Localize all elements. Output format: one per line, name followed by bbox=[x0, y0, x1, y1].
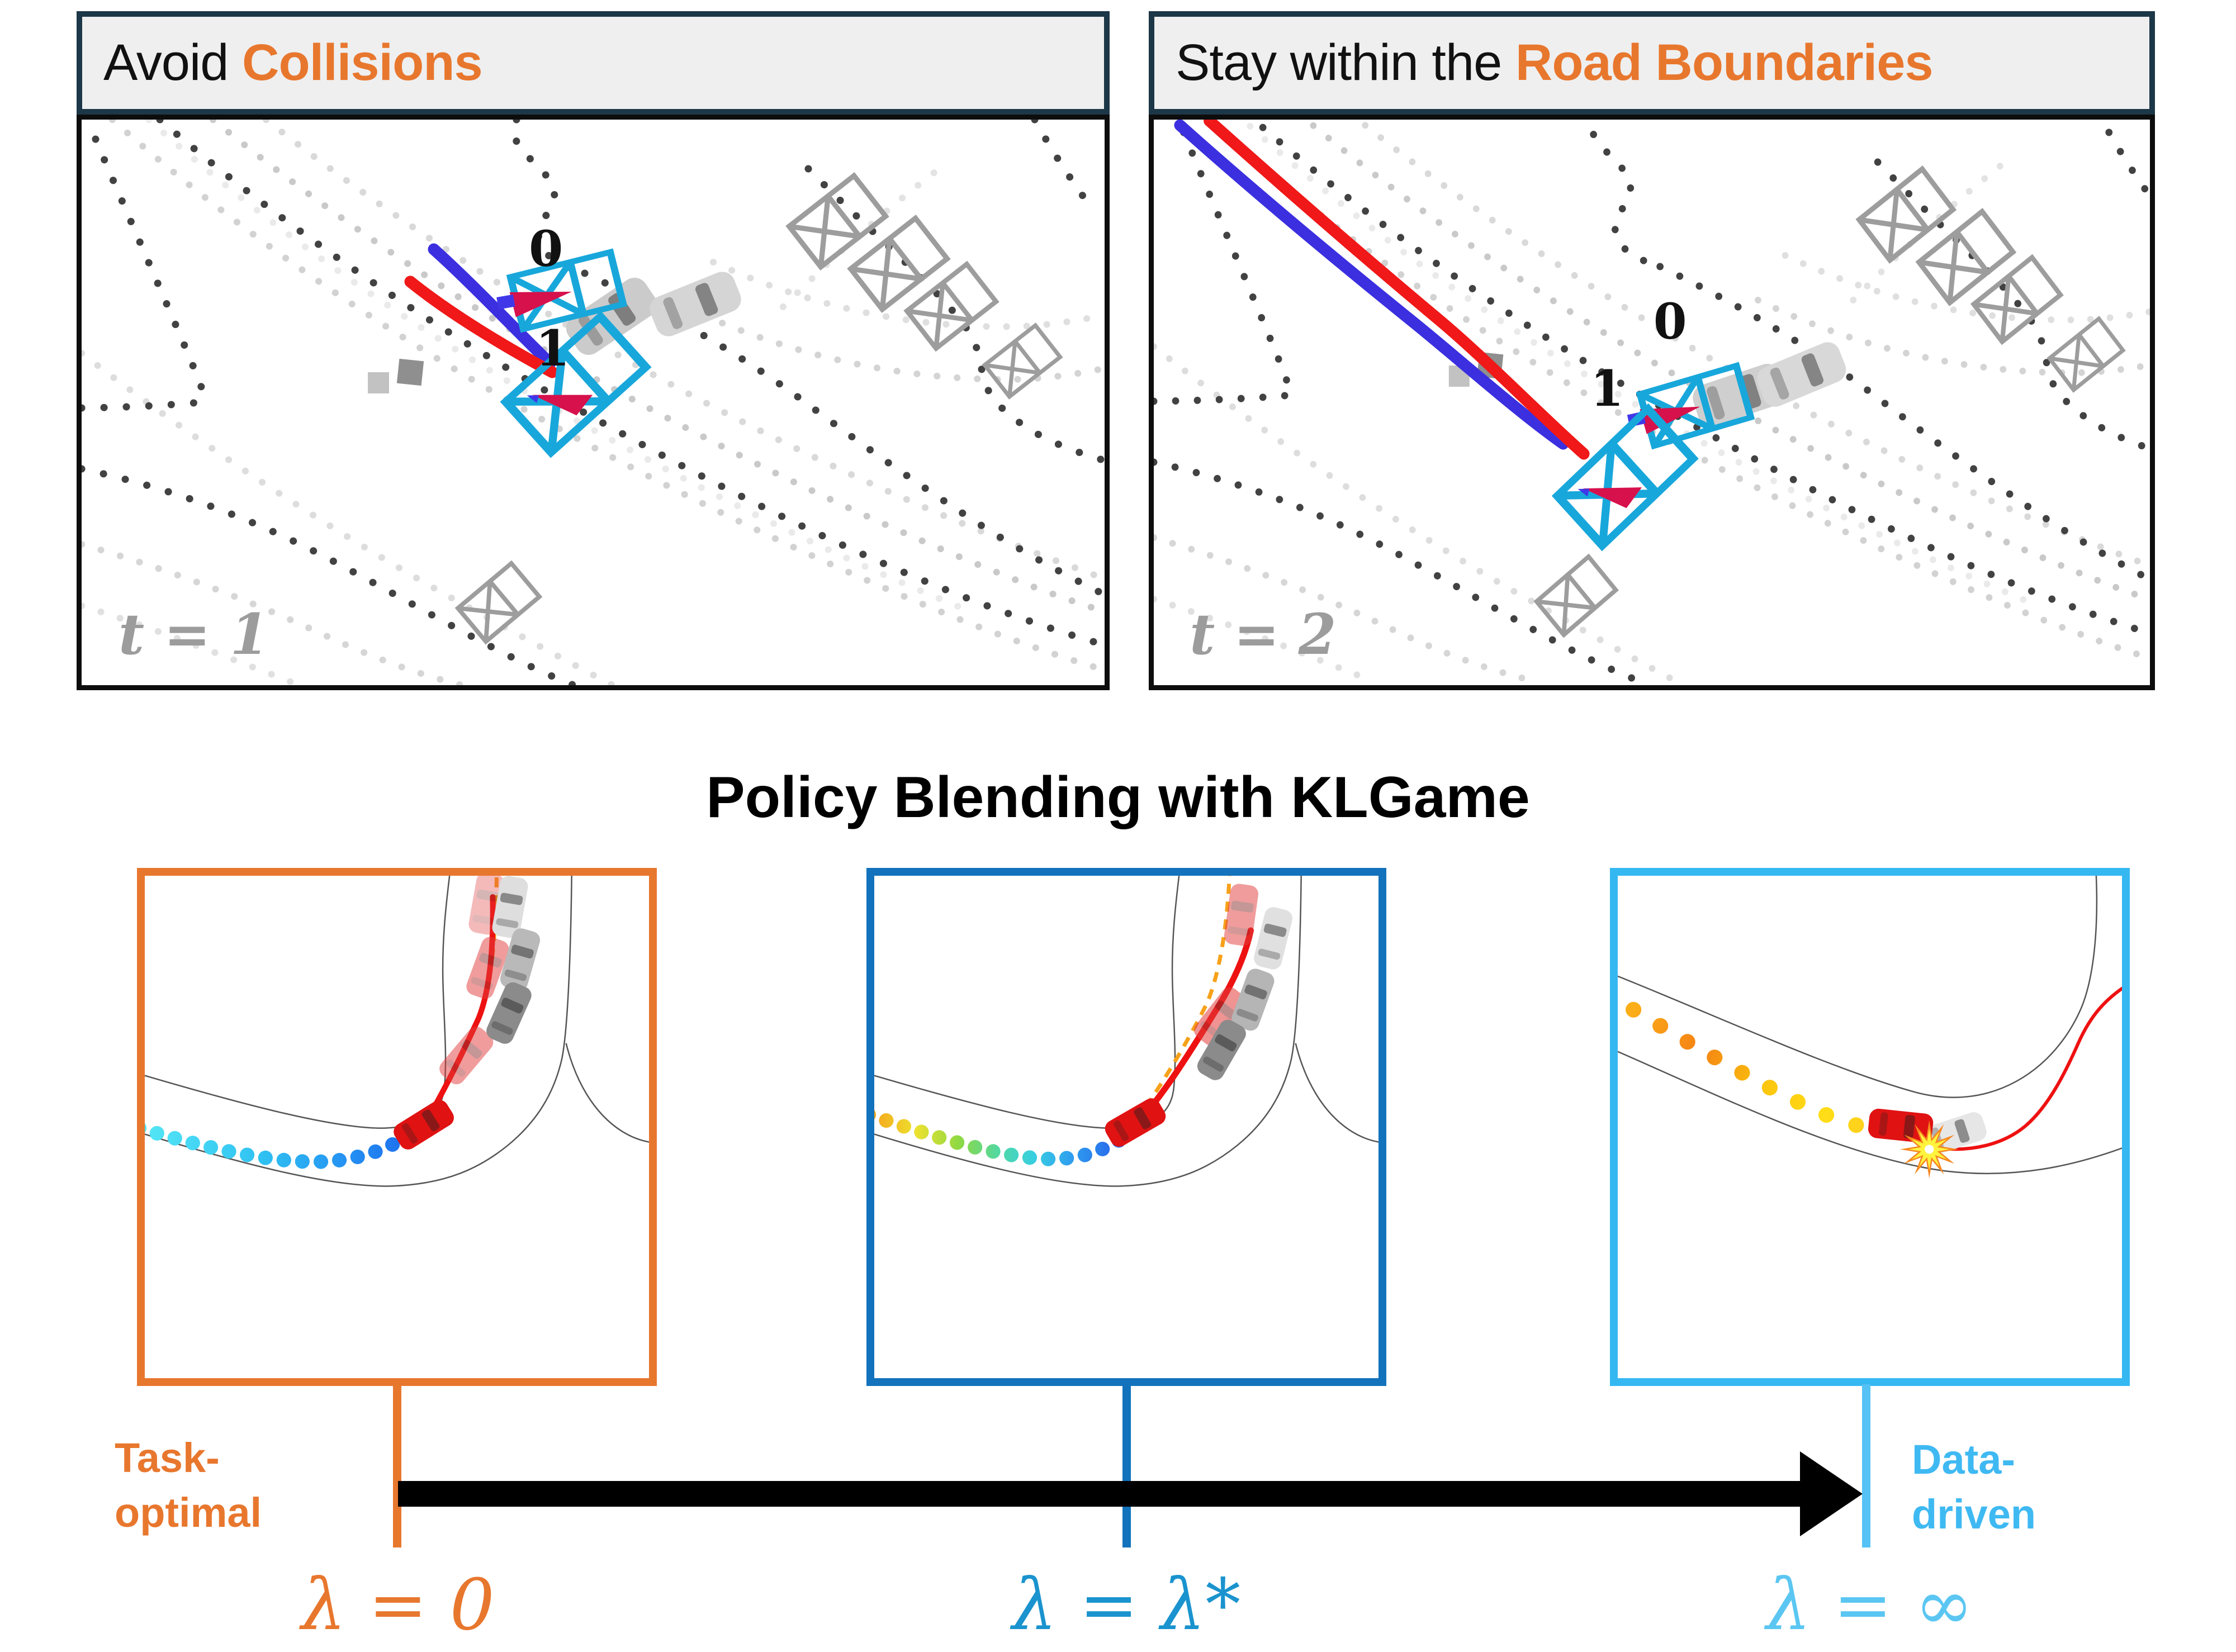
axis-label-line: driven bbox=[1912, 1490, 2036, 1537]
axis-label-line: optimal bbox=[115, 1489, 262, 1536]
header-highlight: Road Boundaries bbox=[1515, 34, 1934, 91]
agent-1-box bbox=[505, 316, 646, 453]
lambda-axis-tick-data-driven bbox=[1862, 1384, 1870, 1547]
reference-dashed-orange bbox=[1134, 876, 1231, 1123]
ego-car-red bbox=[1102, 1095, 1169, 1150]
plan-line-red bbox=[1930, 986, 2122, 1151]
blend-panel-blended bbox=[866, 868, 1386, 1386]
blend-scene-data-driven bbox=[1618, 876, 2122, 1179]
panel-avoid-collisions-header: Avoid Collisions bbox=[77, 11, 1110, 115]
header-prefix: Stay within the bbox=[1176, 34, 1515, 91]
ego-car-red bbox=[390, 1096, 457, 1153]
prediction-line-red bbox=[1204, 120, 1590, 460]
prediction-line-red bbox=[404, 276, 558, 378]
map-background bbox=[1154, 120, 2150, 682]
road-boundaries bbox=[1618, 876, 2122, 1175]
history-dots-cool bbox=[145, 1121, 426, 1169]
axis-label-line: Data- bbox=[1912, 1436, 2016, 1483]
lambda-value-zero: λ = 0 bbox=[301, 1564, 495, 1646]
collision-burst-icon bbox=[1900, 1120, 1959, 1179]
lambda-axis-arrow-head bbox=[1800, 1451, 1863, 1536]
traffic-scene-svg-t2: 0 1 t = 2 bbox=[1154, 120, 2150, 682]
panel-avoid-collisions: Avoid Collisions bbox=[77, 11, 1110, 690]
map-block bbox=[368, 372, 389, 393]
panel-road-boundaries-header: Stay within the Road Boundaries bbox=[1149, 11, 2155, 115]
agent-0-label: 0 bbox=[529, 220, 563, 278]
panel-road-boundaries: Stay within the Road Boundaries bbox=[1149, 11, 2155, 690]
lambda-value-infinity: λ = ∞ bbox=[1766, 1564, 1974, 1646]
prediction-line-blue bbox=[1174, 120, 1569, 450]
blend-panel-task-optimal bbox=[137, 868, 657, 1386]
lambda-axis-tick-task-optimal bbox=[393, 1384, 401, 1547]
axis-label-line: Task- bbox=[115, 1435, 220, 1481]
time-label-t1: t = 1 bbox=[119, 601, 269, 667]
axis-label-task-optimal: Task- optimal bbox=[115, 1431, 262, 1540]
agent-1-box bbox=[1557, 409, 1694, 546]
axis-label-data-driven: Data- driven bbox=[1912, 1432, 2036, 1541]
blend-scene-blended bbox=[874, 876, 1378, 1187]
prediction-line-blue bbox=[428, 243, 556, 369]
road-boundaries-dark-dots bbox=[1154, 120, 2150, 682]
blend-scene-task-optimal bbox=[145, 876, 649, 1187]
lambda-axis-tick-blended bbox=[1122, 1384, 1131, 1547]
time-label-t2: t = 2 bbox=[1190, 602, 1336, 668]
blend-panel-data-driven bbox=[1610, 868, 2130, 1386]
history-dots-rainbow bbox=[874, 1109, 1144, 1166]
lambda-axis-arrow-shaft bbox=[398, 1481, 1800, 1507]
blend-section-title: Policy Blending with KLGame bbox=[706, 765, 1530, 830]
agent-0-label: 0 bbox=[1654, 293, 1687, 350]
header-highlight: Collisions bbox=[242, 34, 483, 91]
map-block bbox=[396, 358, 424, 386]
road-boundaries-dark-dots bbox=[82, 120, 1105, 685]
traffic-scene-svg-t1: 0 1 t = 1 bbox=[82, 120, 1105, 685]
lambda-value-star: λ = λ* bbox=[1012, 1564, 1241, 1646]
traffic-scene-map-t1: 0 1 t = 1 bbox=[77, 115, 1110, 690]
header-prefix: Avoid bbox=[103, 34, 243, 91]
agent-1-label: 1 bbox=[536, 319, 570, 377]
road-boundaries bbox=[874, 876, 1378, 1187]
traffic-scene-map-t2: 0 1 t = 2 bbox=[1149, 115, 2155, 690]
parked-vehicle-outlines bbox=[1536, 168, 2124, 635]
history-dots-warm bbox=[1626, 1001, 1887, 1138]
faint-traffic-cars bbox=[368, 268, 745, 393]
agent-1-label: 1 bbox=[1590, 360, 1624, 417]
agent-0-box bbox=[496, 251, 624, 330]
